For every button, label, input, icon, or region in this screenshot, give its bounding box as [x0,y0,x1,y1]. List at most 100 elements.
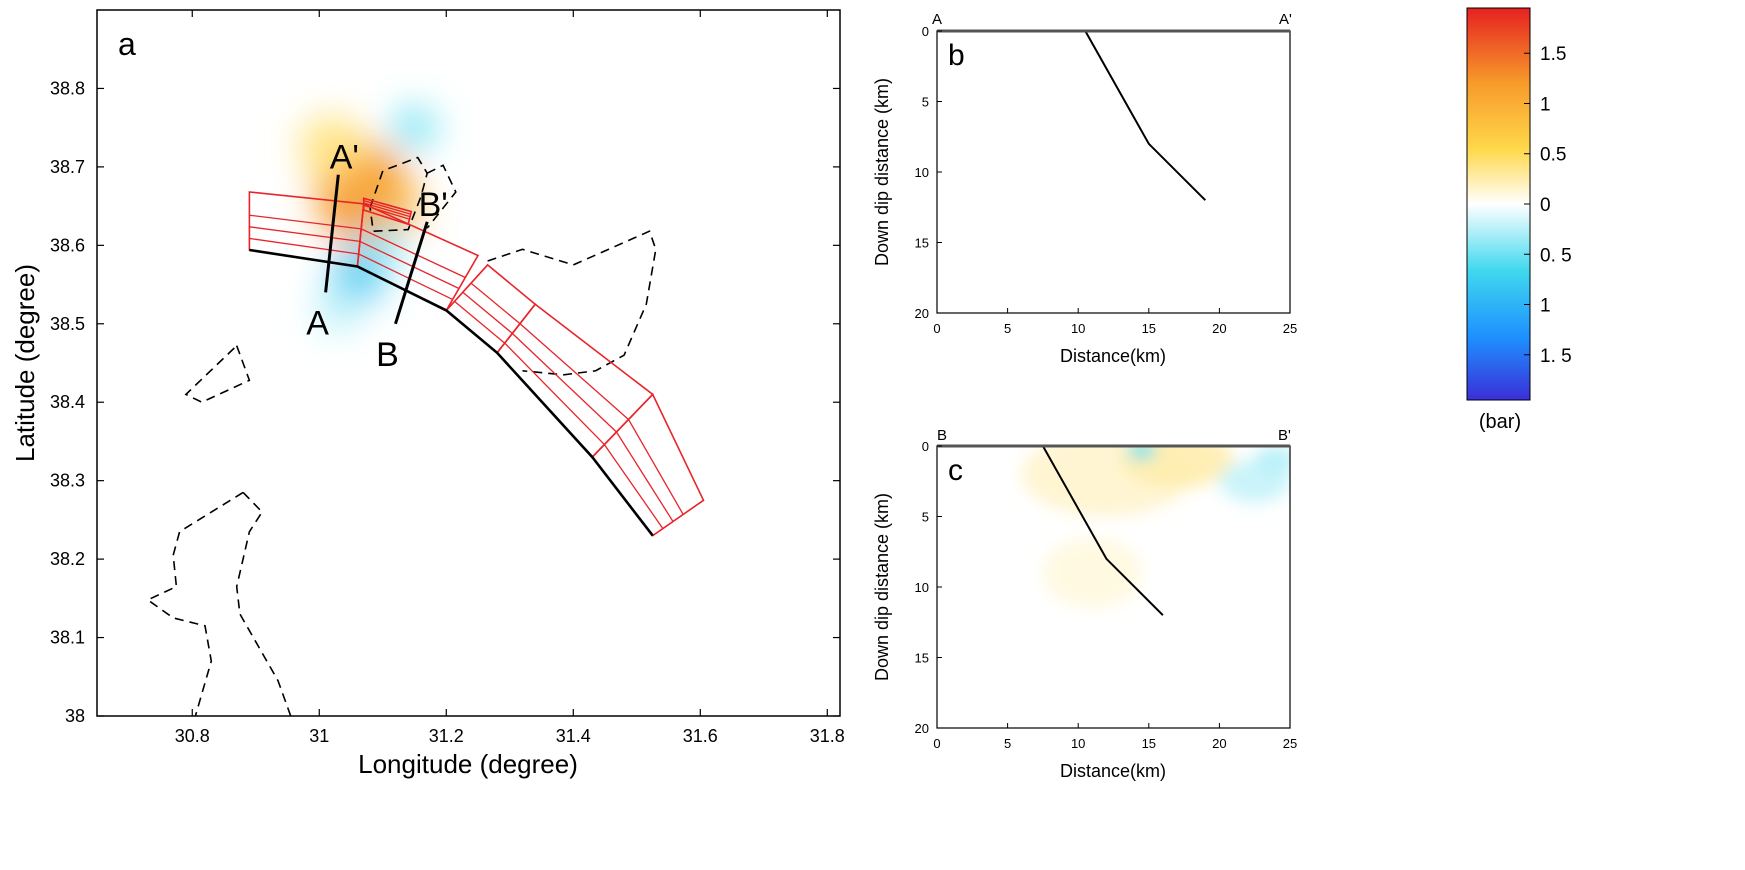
panel-b-ticks: 0 5 10 15 20 25 0 5 10 15 20 [915,24,1298,336]
x-tick-label: 5 [1004,736,1011,751]
y-tick-label: 10 [915,580,929,595]
y-tick-label: 5 [922,510,929,525]
fault-subpatch-line [615,431,674,522]
fault-subpatch-line [363,199,411,215]
stress-blob [316,284,361,332]
panel-a-letter: a [118,26,136,62]
fault-subpatch-line [249,226,360,243]
colorbar-gradient [1466,7,1531,401]
stress-blob [1254,446,1290,475]
dashed-region [487,230,657,376]
fault-trace [249,248,654,537]
fault-subpatch-line [627,419,684,515]
fault-segment [445,263,537,354]
profile-end-label: B' [419,186,448,224]
panel-c-xlabel: Distance(km) [1060,761,1166,781]
y-tick-label: 15 [915,236,929,251]
y-tick-label: 38.6 [50,235,85,255]
y-tick-label: 5 [922,95,929,110]
y-tick-label: 38.8 [50,78,85,98]
y-tick-label: 38.4 [50,392,85,412]
panel-b-series [1084,31,1207,201]
x-tick-label: 20 [1212,736,1226,751]
profile-end-label: A' [330,139,359,177]
dashed-region [146,491,244,716]
dashed-region [184,345,251,404]
panel-b-letter: b [948,39,965,72]
panel-c-letter: c [948,454,963,487]
x-tick-label: 31.2 [429,726,464,746]
stress-blob [300,115,364,179]
fault-subpatch-line [249,237,359,255]
x-tick-label: 0 [933,321,940,336]
y-tick-label: 38.3 [50,471,85,491]
x-tick-label: 10 [1071,321,1085,336]
colorbar-tick-label: 0.5 [1540,145,1566,166]
panel-a-map: 30.8 31 31.2 31.4 31.6 31.8 38 38.1 38.2 38.3 38.4… [10,9,845,779]
fault-subpatch-line [462,291,513,334]
panel-c-profile: 0 5 10 15 20 25 0 5 10 15 20 c B B' Distance(km) D… [872,427,1297,781]
panel-a-frame [96,9,841,717]
colorbar-tick-label: 0. 5 [1540,245,1572,266]
y-tick-label: 10 [915,165,929,180]
y-tick-label: 0 [922,24,929,39]
fault-subpatch-line [358,253,453,301]
fault-subpatch-line [363,202,411,218]
panel-b-ylabel: Down dip distance (km) [872,78,892,266]
profile-start-label: A [306,304,329,342]
panel-a-profile-labels: A A' B B' [306,139,448,374]
stress-blob [1120,446,1234,489]
x-tick-label: 15 [1142,321,1156,336]
colorbar-tick-label: 1 [1540,296,1551,317]
y-tick-label: 38.2 [50,549,85,569]
y-tick-label: 38 [65,706,85,726]
fault-subpatch-line [454,300,506,344]
colorbar: 1.5 1 0.5 0 0. 5 1 1. 5 (bar) [1466,7,1572,433]
x-tick-label: 0 [933,736,940,751]
stress-field [300,108,437,332]
fault-subpatch-line [363,204,410,220]
x-tick-label: 30.8 [175,726,210,746]
profile-line [394,221,429,325]
fault-subpatch-line [504,342,605,446]
panel-b-frame [936,30,1291,314]
panel-c-series [1042,446,1164,616]
x-tick-label: 25 [1283,321,1297,336]
fault-subpatch-line [360,228,466,279]
panel-a-ylabel: Latitude (degree) [10,264,40,462]
x-tick-label: 15 [1142,736,1156,751]
panel-c-start-label: B [937,427,947,444]
fault-subpatch-line [519,323,629,420]
y-tick-label: 20 [915,721,929,736]
fault-dip-line [1042,446,1164,616]
fault-segment [591,393,705,537]
y-tick-label: 15 [915,651,929,666]
colorbar-tick-label: 1.5 [1540,44,1566,65]
panel-c-end-label: B' [1278,427,1291,444]
x-tick-label: 31.8 [810,726,845,746]
fault-subpatch-line [249,214,362,230]
stress-blob [392,108,437,148]
panel-b-end-label: A' [1279,11,1292,28]
x-tick-label: 20 [1212,321,1226,336]
fault-segments [248,191,705,537]
fault-subpatch-line [603,444,664,529]
x-tick-label: 25 [1283,736,1297,751]
x-tick-label: 10 [1071,736,1085,751]
panel-b-profile: 0 5 10 15 20 25 0 5 10 15 20 b A A' Distance(km) D… [872,11,1297,366]
y-tick-label: 38.7 [50,157,85,177]
y-tick-label: 0 [922,439,929,454]
stress-blob [1127,446,1156,461]
x-tick-label: 31.6 [683,726,718,746]
panel-b-start-label: A [932,11,942,28]
dashed-region [369,156,429,233]
fault-segment [496,303,654,459]
fault-trace-group [249,248,654,537]
stress-blob [1042,537,1142,609]
dashed-regions [146,156,657,716]
panel-c-ylabel: Down dip distance (km) [872,493,892,681]
fault-dip-line [1084,31,1207,201]
colorbar-unit: (bar) [1479,411,1521,433]
profile-lines [324,174,429,325]
